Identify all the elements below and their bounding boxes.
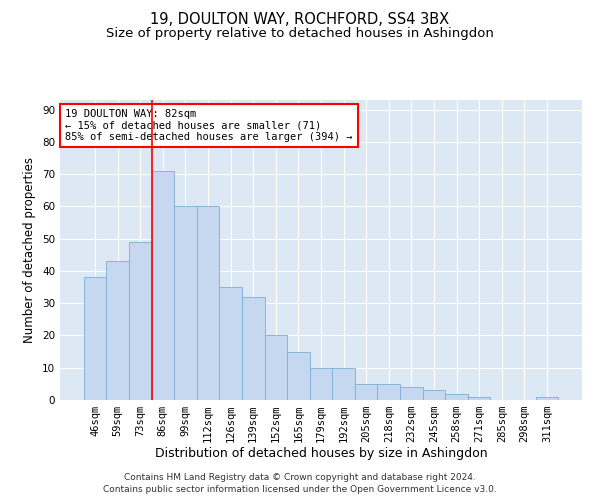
Bar [377,384,400,400]
Bar [355,384,377,400]
Bar [468,397,490,400]
Bar [400,387,422,400]
Text: Size of property relative to detached houses in Ashingdon: Size of property relative to detached ho… [106,28,494,40]
Bar [332,368,355,400]
Bar [220,287,242,400]
Bar [536,397,558,400]
Bar [242,297,265,400]
Bar [445,394,468,400]
Bar [129,242,152,400]
Bar [265,336,287,400]
Text: 19, DOULTON WAY, ROCHFORD, SS4 3BX: 19, DOULTON WAY, ROCHFORD, SS4 3BX [151,12,449,28]
Y-axis label: Number of detached properties: Number of detached properties [23,157,37,343]
Text: 19 DOULTON WAY: 82sqm
← 15% of detached houses are smaller (71)
85% of semi-deta: 19 DOULTON WAY: 82sqm ← 15% of detached … [65,109,353,142]
Bar [287,352,310,400]
Text: Distribution of detached houses by size in Ashingdon: Distribution of detached houses by size … [155,448,487,460]
Bar [152,171,174,400]
Bar [106,262,129,400]
Text: Contains HM Land Registry data © Crown copyright and database right 2024.
Contai: Contains HM Land Registry data © Crown c… [103,472,497,494]
Bar [310,368,332,400]
Bar [174,206,197,400]
Bar [197,206,220,400]
Bar [84,278,106,400]
Bar [422,390,445,400]
